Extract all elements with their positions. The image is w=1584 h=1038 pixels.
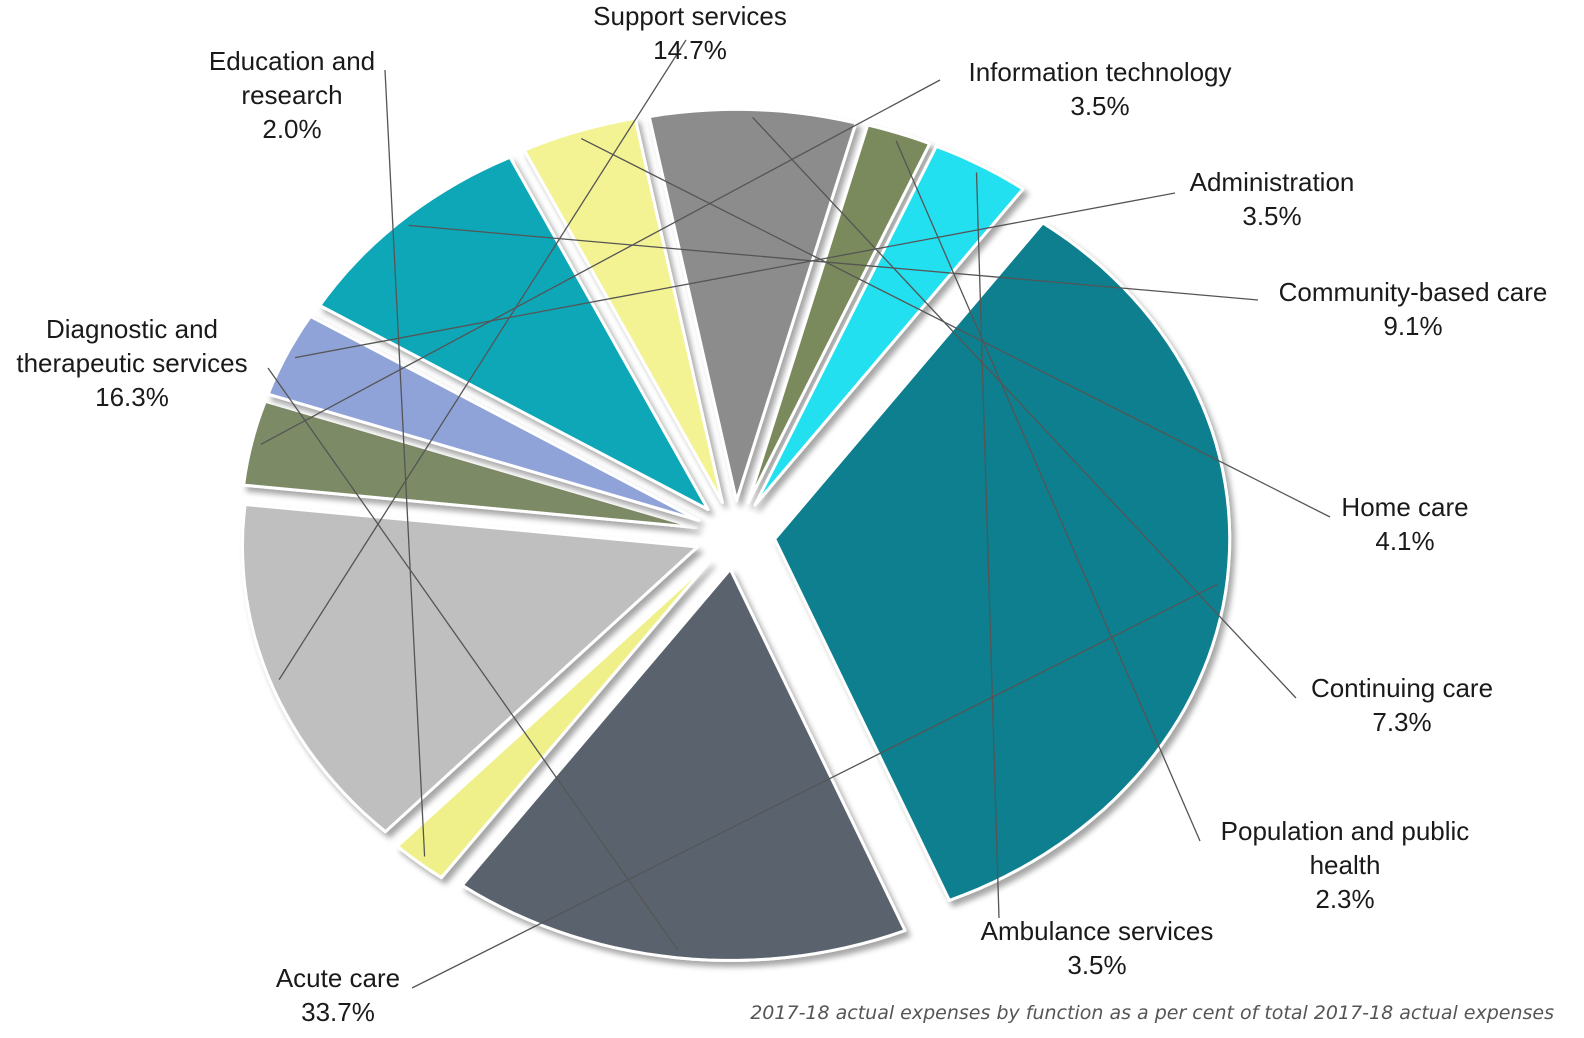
slice-name-8: Home care [1341, 492, 1468, 522]
slice-label-2: Diagnostic and therapeutic services 16.3% [16, 314, 247, 412]
slice-value-4: 14.7% [653, 35, 727, 65]
slice-value-5: 3.5% [1070, 91, 1129, 121]
slice-value-3: 2.0% [262, 114, 321, 144]
slice-value-1: 33.7% [301, 997, 375, 1027]
slice-value-6: 3.5% [1242, 201, 1301, 231]
slice-value-9: 7.3% [1372, 707, 1431, 737]
slice-label-1: Acute care 33.7% [276, 963, 400, 1027]
slice-value-8: 4.1% [1375, 526, 1434, 556]
slice-name-4: Support services [593, 1, 787, 31]
slice-name-6: Administration [1190, 167, 1355, 197]
slice-value-10: 2.3% [1315, 884, 1374, 914]
slice-name-3: research [241, 80, 342, 110]
slice-name-10: Population and public [1221, 816, 1470, 846]
slice-value-2: 16.3% [95, 382, 169, 412]
slice-name-11: Ambulance services [981, 916, 1214, 946]
slice-label-9: Continuing care 7.3% [1311, 673, 1493, 737]
slice-label-4: Support services 14.7% [593, 1, 787, 65]
slice-label-7: Community-based care 9.1% [1279, 277, 1548, 341]
slice-value-11: 3.5% [1067, 950, 1126, 980]
chart-caption: 2017-18 actual expenses by function as a… [750, 1002, 1554, 1024]
slice-name-9: Continuing care [1311, 673, 1493, 703]
slice-label-3: Education and research 2.0% [209, 46, 375, 144]
slice-label-6: Administration 3.5% [1190, 167, 1355, 231]
slice-name-2: therapeutic services [16, 348, 247, 378]
slice-name-10: health [1310, 850, 1381, 880]
slice-name-1: Acute care [276, 963, 400, 993]
slice-label-11: Ambulance services 3.5% [981, 916, 1214, 980]
pie-chart: Acute care 33.7% Diagnostic and therapeutic… [0, 0, 1584, 1038]
slice-label-10: Population and public health 2.3% [1221, 816, 1470, 914]
slice-label-8: Home care 4.1% [1341, 492, 1468, 556]
slice-name-2: Diagnostic and [46, 314, 218, 344]
slice-label-5: Information technology 3.5% [968, 57, 1231, 121]
slice-name-3: Education and [209, 46, 375, 76]
slice-value-7: 9.1% [1383, 311, 1442, 341]
slice-name-5: Information technology [968, 57, 1231, 87]
slice-name-7: Community-based care [1279, 277, 1548, 307]
